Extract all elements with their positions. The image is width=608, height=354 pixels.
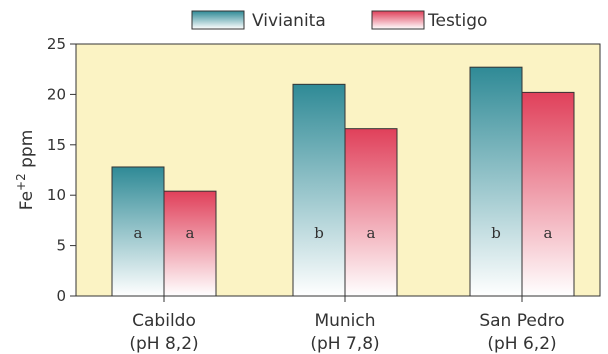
bar-significance-letter: b (314, 224, 324, 242)
category-sublabel: (pH 8,2) (129, 334, 198, 354)
category-sublabel: (pH 6,2) (487, 334, 556, 354)
bar-vivianita-1 (292, 83, 346, 297)
bar-testigo-2 (521, 91, 575, 297)
legend: Vivianita Testigo (191, 10, 487, 31)
y-tick-label: 15 (47, 136, 66, 154)
y-tick-label: 20 (47, 85, 66, 103)
category-label: San Pedro (479, 311, 564, 331)
bar-significance-letter: b (491, 224, 501, 242)
legend-swatch-vivianita (191, 10, 245, 30)
category-sublabel: (pH 7,8) (310, 334, 379, 354)
bar-significance-letter: a (134, 224, 143, 242)
y-title-base: Fe (17, 191, 37, 210)
y-title-unit: ppm (17, 130, 37, 174)
bar-testigo-0 (163, 190, 217, 297)
bar-testigo-1 (344, 128, 398, 297)
legend-label-testigo: Testigo (427, 11, 487, 31)
y-title-sup: +2 (14, 173, 28, 191)
y-tick-label: 10 (47, 186, 66, 204)
bar-significance-letter: a (544, 224, 553, 242)
x-axis-labels: Cabildo (pH 8,2) Munich (pH 7,8) San Pedro (p… (129, 296, 565, 354)
bar-vivianita-2 (469, 66, 523, 297)
y-tick-label: 0 (56, 287, 66, 305)
y-axis-title: Fe+2 ppm (14, 130, 37, 211)
legend-label-vivianita: Vivianita (252, 11, 326, 31)
legend-swatch-testigo (371, 10, 425, 30)
category-label: Munich (314, 311, 375, 331)
y-tick-label: 5 (56, 237, 66, 255)
category-label: Cabildo (132, 311, 196, 331)
y-axis: 0 5 10 15 20 25 (47, 35, 76, 305)
bar-significance-letter: a (367, 224, 376, 242)
y-tick-label: 25 (47, 35, 66, 53)
bar-significance-letter: a (186, 224, 195, 242)
